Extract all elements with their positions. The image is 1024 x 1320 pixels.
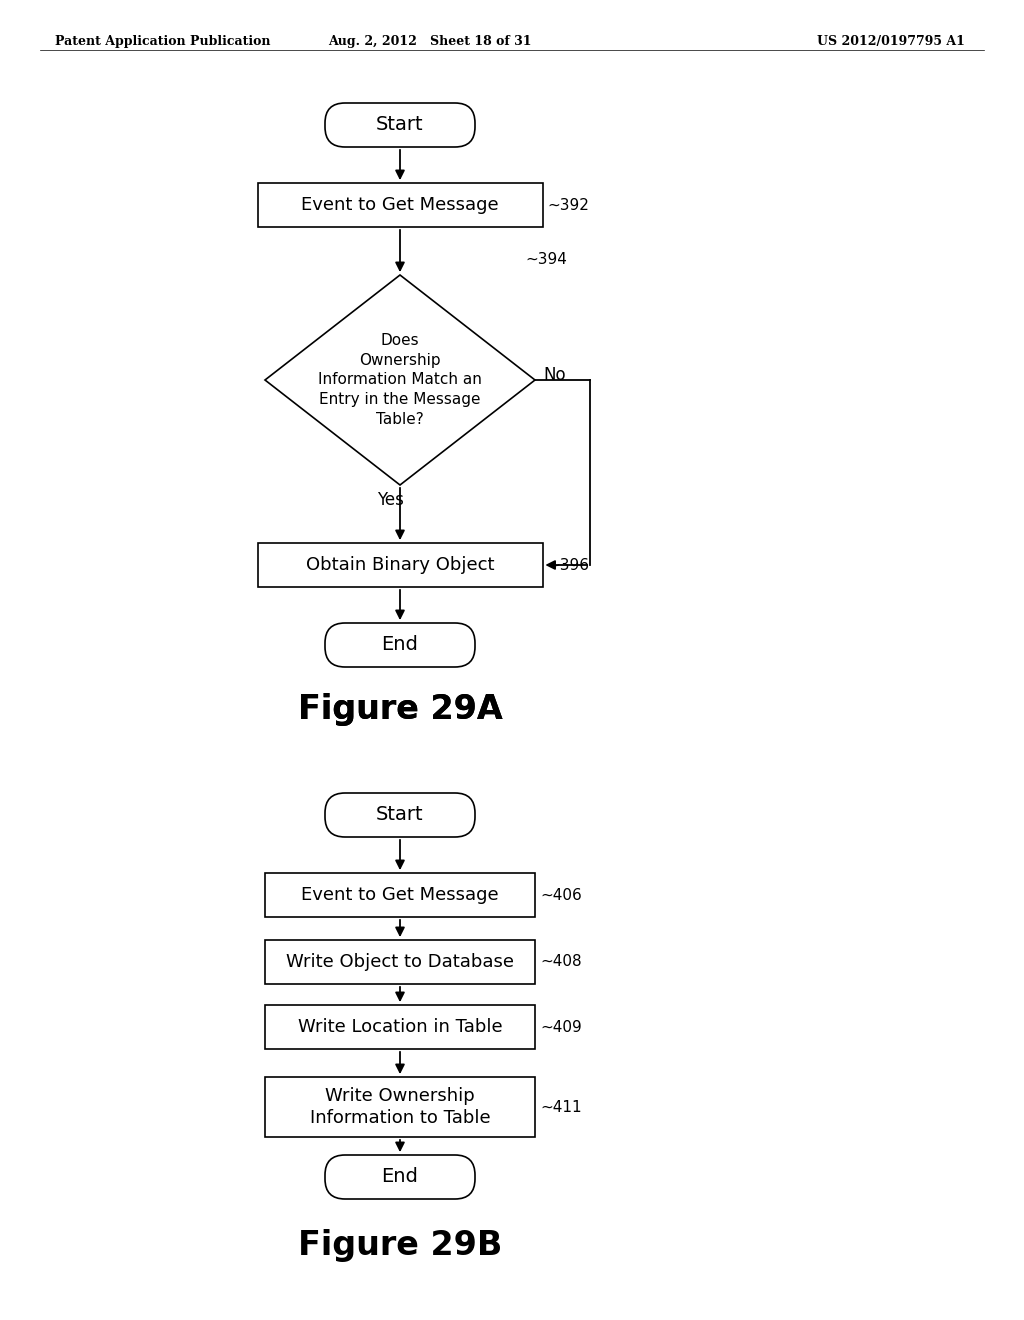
Text: Event to Get Message: Event to Get Message bbox=[301, 195, 499, 214]
FancyBboxPatch shape bbox=[325, 793, 475, 837]
Text: Write Location in Table: Write Location in Table bbox=[298, 1018, 503, 1036]
Text: Figure 29A: Figure 29A bbox=[298, 693, 503, 726]
Text: ~408: ~408 bbox=[540, 954, 582, 969]
Text: End: End bbox=[382, 635, 419, 655]
Text: ~406: ~406 bbox=[540, 887, 582, 903]
Text: Event to Get Message: Event to Get Message bbox=[301, 886, 499, 904]
Bar bbox=[265, 1005, 535, 1049]
Text: ~392: ~392 bbox=[548, 198, 590, 213]
Text: ~396: ~396 bbox=[548, 557, 590, 573]
Text: ~394: ~394 bbox=[525, 252, 567, 267]
Bar bbox=[265, 940, 535, 983]
Text: Obtain Binary Object: Obtain Binary Object bbox=[306, 556, 495, 574]
Text: No: No bbox=[543, 366, 565, 384]
Text: End: End bbox=[382, 1167, 419, 1187]
FancyBboxPatch shape bbox=[325, 623, 475, 667]
Bar bbox=[257, 183, 543, 227]
Text: Write Ownership
Information to Table: Write Ownership Information to Table bbox=[309, 1086, 490, 1127]
Text: Yes: Yes bbox=[377, 491, 403, 510]
Text: Does
Ownership
Information Match an
Entry in the Message
Table?: Does Ownership Information Match an Entr… bbox=[318, 333, 482, 428]
Text: Start: Start bbox=[376, 116, 424, 135]
Bar bbox=[265, 873, 535, 917]
Text: Start: Start bbox=[376, 805, 424, 825]
Text: ~409: ~409 bbox=[540, 1019, 582, 1035]
Text: Figure 29A: Figure 29A bbox=[298, 693, 503, 726]
FancyBboxPatch shape bbox=[325, 1155, 475, 1199]
Bar bbox=[265, 1077, 535, 1137]
FancyBboxPatch shape bbox=[325, 103, 475, 147]
Text: Write Object to Database: Write Object to Database bbox=[286, 953, 514, 972]
Text: US 2012/0197795 A1: US 2012/0197795 A1 bbox=[817, 36, 965, 48]
Text: Figure 29B: Figure 29B bbox=[298, 1229, 502, 1262]
Polygon shape bbox=[265, 275, 535, 484]
Text: Aug. 2, 2012   Sheet 18 of 31: Aug. 2, 2012 Sheet 18 of 31 bbox=[329, 36, 531, 48]
Text: ~411: ~411 bbox=[540, 1100, 582, 1114]
Bar bbox=[257, 543, 543, 587]
Text: Patent Application Publication: Patent Application Publication bbox=[55, 36, 270, 48]
